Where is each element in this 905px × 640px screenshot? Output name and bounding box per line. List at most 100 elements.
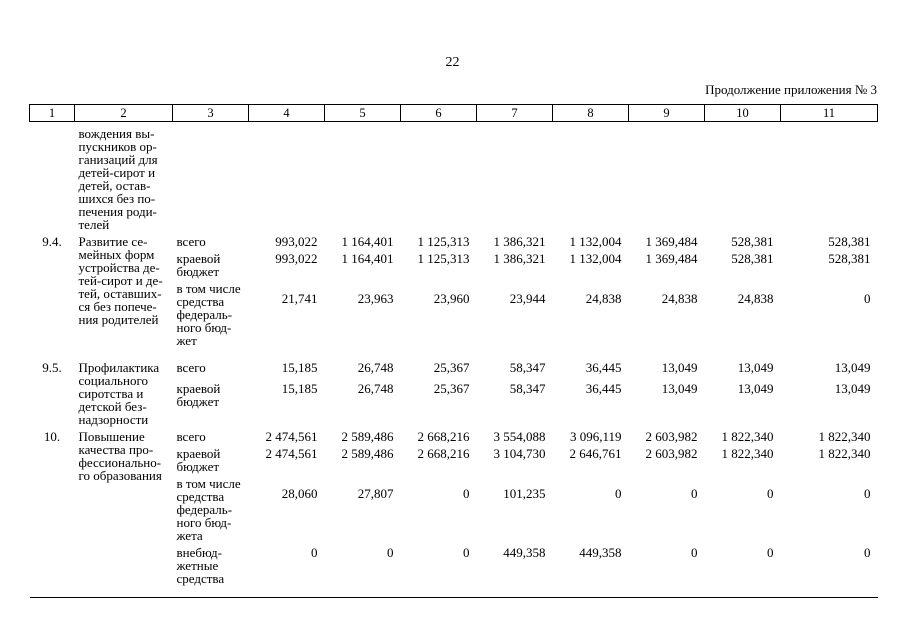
measure-name: Развитие се- мейных форм устройства де- …: [78, 234, 163, 327]
budget-source-label: всего: [176, 234, 206, 249]
column-number-cell: 8: [552, 104, 629, 122]
amount-cell: 0: [463, 486, 470, 501]
table-row: вождения вы- пускников ор- ганизаций для…: [30, 122, 878, 234]
amount-cell: 1 164,401: [341, 234, 394, 249]
column-number-cell: 2: [74, 104, 173, 122]
amount-cell: 3 554,088: [493, 429, 546, 444]
amount-cell: 2 603,982: [645, 446, 698, 461]
amount-cell: 0: [767, 486, 774, 501]
amount-cell: 1 132,004: [569, 251, 622, 266]
column-number-cell: 11: [780, 104, 878, 122]
amount-cell: [249, 122, 325, 234]
amount-cell: 24,838: [737, 291, 774, 306]
budget-source-label: в том числе средства федераль- ного бюд-…: [176, 476, 241, 543]
column-number-cell: 3: [172, 104, 249, 122]
row-number: 10.: [43, 429, 61, 444]
column-number-cell: 4: [248, 104, 325, 122]
table-row: 10. Повышение качества про- фессионально-…: [30, 428, 878, 482]
amount-cell: 1 822,340: [721, 446, 774, 461]
amount-cell: 0: [615, 486, 622, 501]
amount-cell: 21,741: [281, 291, 318, 306]
amount-cell: 0: [864, 545, 871, 560]
amount-cell: 1 386,321: [493, 234, 546, 249]
amount-cell: 13,049: [834, 360, 871, 375]
measure-name: Профилактика социального сиротства и дет…: [78, 360, 160, 427]
amount-cell: 28,060: [281, 486, 318, 501]
amount-cell: 13,049: [661, 360, 698, 375]
column-number-cell: 10: [704, 104, 781, 122]
budget-source-label: [173, 122, 249, 234]
amount-cell: 13,049: [834, 380, 871, 396]
row-number: 9.5.: [42, 360, 62, 375]
amount-cell: 528,381: [731, 251, 774, 266]
amount-cell: 27,807: [357, 486, 394, 501]
amount-cell: 58,347: [509, 360, 546, 375]
amount-cell: 36,445: [585, 360, 622, 375]
table-row: в том числе средства федераль- ного бюд-…: [30, 280, 878, 359]
table-body: вождения вы- пускников ор- ганизаций для…: [30, 122, 878, 598]
amount-cell: 15,185: [281, 360, 318, 375]
amount-cell: 25,367: [433, 360, 470, 375]
table-row: в том числе средства федераль- ного бюд-…: [30, 475, 878, 544]
amount-cell: 3 104,730: [493, 446, 546, 461]
amount-cell: 23,960: [433, 291, 470, 306]
amount-cell: 1 386,321: [493, 251, 546, 266]
amount-cell: 23,944: [509, 291, 546, 306]
budget-source-label: всего: [176, 360, 206, 375]
amount-cell: 2 589,486: [341, 429, 394, 444]
amount-cell: [553, 122, 629, 234]
amount-cell: 2 603,982: [645, 429, 698, 444]
amount-cell: 1 125,313: [417, 234, 470, 249]
column-number-cell: 9: [628, 104, 705, 122]
amount-cell: 1 822,340: [721, 429, 774, 444]
amount-cell: 2 474,561: [265, 429, 318, 444]
continuation-label: Продолжение приложения № 3: [705, 82, 877, 97]
amount-cell: 1 369,484: [645, 234, 698, 249]
amount-cell: 993,022: [275, 234, 318, 249]
amount-cell: 449,358: [503, 545, 546, 560]
amount-cell: 0: [387, 545, 394, 560]
table-row: краевой бюджет 993,022 1 164,401 1 125,313 1…: [30, 250, 878, 280]
amount-cell: 36,445: [585, 380, 622, 396]
amount-cell: 0: [864, 291, 871, 306]
amount-cell: 26,748: [357, 360, 394, 375]
column-number-cell: 6: [400, 104, 477, 122]
amount-cell: 26,748: [357, 380, 394, 396]
amount-cell: 24,838: [661, 291, 698, 306]
table-row: 9.4. Развитие се- мейных форм устройства …: [30, 233, 878, 326]
amount-cell: 2 474,561: [265, 446, 318, 461]
amount-cell: [325, 122, 401, 234]
amount-cell: 58,347: [509, 380, 546, 396]
amount-cell: 2 646,761: [569, 446, 622, 461]
amount-cell: 0: [864, 486, 871, 501]
amount-cell: 0: [767, 545, 774, 560]
amount-cell: 2 668,216: [417, 446, 470, 461]
amount-cell: 528,381: [828, 251, 871, 266]
amount-cell: 528,381: [731, 234, 774, 249]
page-number: 22: [445, 55, 460, 70]
measure-name: вождения вы- пускников ор- ганизаций для…: [78, 126, 158, 232]
amount-cell: 25,367: [433, 380, 470, 396]
amount-cell: 449,358: [579, 545, 622, 560]
table-row: 9.5. Профилактика социального сиротства и…: [30, 359, 878, 426]
amount-cell: 13,049: [737, 360, 774, 375]
amount-cell: 0: [691, 545, 698, 560]
column-number-cell: 7: [476, 104, 553, 122]
budget-source-label: краевой бюджет: [176, 251, 221, 279]
table-row: краевой бюджет 2 474,561 2 589,486 2 668,21…: [30, 445, 878, 475]
table-row: краевой бюджет 15,185 26,748 25,367 58,347 36…: [30, 380, 878, 428]
budget-source-label: краевой бюджет: [176, 380, 221, 409]
amount-cell: 24,838: [585, 291, 622, 306]
amount-cell: 528,381: [828, 234, 871, 249]
amount-cell: 993,022: [275, 251, 318, 266]
amount-cell: 15,185: [281, 380, 318, 396]
column-number-cell: 5: [324, 104, 401, 122]
amount-cell: [705, 122, 781, 234]
measure-name: Повышение качества про- фессионально- го…: [78, 429, 162, 483]
table-header-row: 1 2 3 4 5 6 7 8 9 10 11: [29, 104, 878, 122]
row-number: 9.4.: [42, 234, 62, 249]
amount-cell: 2 668,216: [417, 429, 470, 444]
budget-source-label: внебюд- жетные средства: [176, 545, 225, 586]
amount-cell: 13,049: [661, 380, 698, 396]
